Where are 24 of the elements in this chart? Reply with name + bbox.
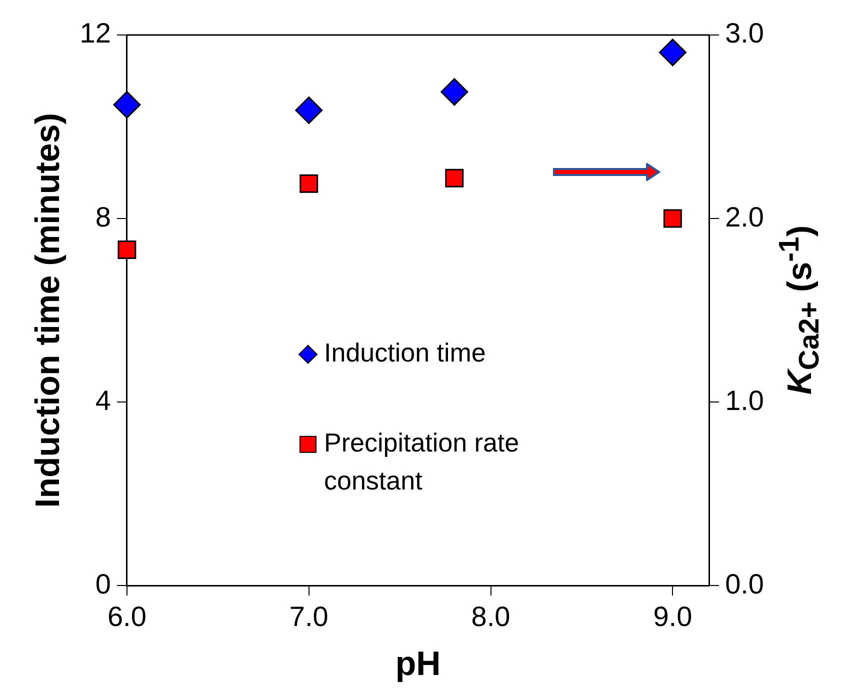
y2-tick-label: 1.0 [725,384,764,416]
point [295,96,323,124]
y-tick-label: 12 [80,18,111,49]
x-tick-label: 9.0 [653,601,692,632]
y-tick-label: 0 [95,568,111,600]
point [440,78,468,106]
point [113,90,141,118]
x-tick-label: 6.0 [107,601,146,632]
y2-tick-label: 0.0 [725,568,764,600]
x-axis-title: pH [395,644,441,683]
x-tick-label: 8.0 [471,601,510,632]
point [118,240,136,259]
y-tick-label: 8 [95,201,111,232]
point [658,38,686,66]
point [300,174,318,193]
legend-label: Precipitation rate constant [324,428,520,496]
legend-label: Induction time [324,338,486,368]
y-tick-label: 4 [95,384,111,416]
point [663,209,682,228]
y-axis-title: Induction time (minutes) [28,112,67,508]
point [445,168,464,188]
y2-tick-label: 3.0 [725,18,764,49]
y2-tick-label: 2.0 [725,201,764,232]
x-tick-label: 7.0 [289,601,328,632]
